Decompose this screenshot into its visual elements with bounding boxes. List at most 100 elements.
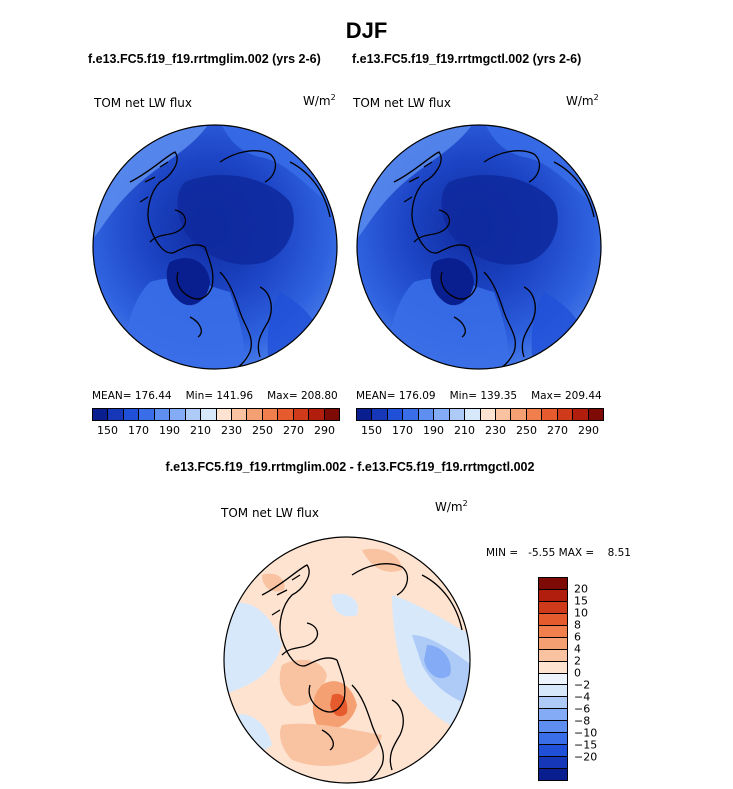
colorbar-tick-label: 190 [159,424,180,437]
colorbar-tick-label: −20 [574,750,598,764]
colorbar-swatch [293,409,310,420]
colorbar-tick-label: 15 [574,594,588,608]
colorbar-tick-label: 210 [454,424,475,437]
left-colorbar-ticks: 150 170 190 210 230 250 270 290 [92,424,340,438]
diff-variable-label: TOM net LW flux [221,506,319,520]
colorbar-tick-label: 290 [578,424,599,437]
colorbar-swatch [403,409,419,420]
colorbar-swatch [309,409,325,420]
colorbar-swatch [539,757,567,769]
colorbar-tick-label: 170 [128,424,149,437]
colorbar-tick-label: 270 [547,424,568,437]
colorbar-tick-label: −6 [574,702,591,716]
colorbar-swatch [539,589,567,602]
colorbar-swatch [170,409,186,420]
colorbar-swatch [185,409,202,420]
colorbar-swatch [539,578,567,590]
diff-panel-title: f.e13.FC5.f19_f19.rrtmglim.002 - f.e13.F… [165,460,535,474]
colorbar-swatch [539,661,567,674]
right-stats: MEAN= 176.09 Min= 139.35 Max= 209.44 [356,390,602,402]
colorbar-swatch [539,709,567,722]
colorbar-tick-label: −2 [574,678,591,692]
diff-colorbar-ticks: 20 15 10 8 6 4 2 0 −2 −4 −6 −8 −10 −15 −20 [574,577,614,781]
colorbar-swatch [573,409,589,420]
colorbar-tick-label: 6 [574,630,581,644]
colorbar-swatch [278,409,294,420]
diff-colorbar [538,577,568,781]
colorbar-swatch [434,409,450,420]
colorbar-swatch [139,409,155,420]
left-stats: MEAN= 176.44 Min= 141.96 Max= 208.80 [92,390,338,402]
colorbar-tick-label: −15 [574,738,598,752]
colorbar-tick-label: −10 [574,726,598,740]
right-units-label: W/m2 [566,93,599,108]
colorbar-tick-label: 290 [314,424,335,437]
colorbar-swatch [449,409,466,420]
colorbar-tick-label: 190 [423,424,444,437]
colorbar-swatch [588,409,603,420]
colorbar-swatch [539,637,567,650]
colorbar-swatch [418,409,435,420]
right-polar-map [356,124,602,370]
season-title: DJF [345,18,388,43]
colorbar-tick-label: 230 [221,424,242,437]
colorbar-tick-label: 2 [574,654,581,668]
colorbar-swatch [262,409,279,420]
colorbar-tick-label: 8 [574,618,581,632]
colorbar-tick-label: 150 [97,424,118,437]
colorbar-swatch [539,697,567,710]
colorbar-swatch [526,409,543,420]
colorbar-tick-label: 230 [485,424,506,437]
colorbar-tick-label: 270 [283,424,304,437]
colorbar-swatch [542,409,558,420]
colorbar-tick-label: 0 [574,666,581,680]
colorbar-swatch [557,409,574,420]
colorbar-swatch [539,649,567,662]
colorbar-tick-label: 210 [190,424,211,437]
colorbar-swatch [387,409,404,420]
right-variable-label: TOM net LW flux [353,96,451,110]
left-variable-label: TOM net LW flux [94,96,192,110]
right-panel-title: f.e13.FC5.f19_f19.rrtmgctl.002 (yrs 2-6) [352,52,582,66]
left-polar-map [92,124,338,370]
colorbar-swatch [372,409,388,420]
left-colorbar [92,408,340,421]
colorbar-tick-label: 250 [516,424,537,437]
colorbar-swatch [480,409,496,420]
colorbar-swatch [216,409,232,420]
colorbar-swatch [93,409,109,420]
colorbar-tick-label: −4 [574,690,591,704]
colorbar-swatch [495,409,512,420]
colorbar-swatch [154,409,171,420]
right-colorbar [356,408,604,421]
left-coastlines [129,150,331,369]
colorbar-tick-label: 170 [392,424,413,437]
colorbar-swatch [539,673,567,686]
diff-units-label: W/m2 [435,499,468,514]
diff-coastlines [261,563,463,783]
colorbar-swatch [324,409,339,420]
colorbar-swatch [511,409,527,420]
colorbar-swatch [539,601,567,614]
colorbar-swatch [465,409,481,420]
colorbar-tick-label: 250 [252,424,273,437]
colorbar-swatch [247,409,263,420]
diff-polar-map [223,536,471,784]
colorbar-swatch [123,409,140,420]
colorbar-swatch [539,745,567,758]
colorbar-tick-label: 20 [574,582,588,596]
colorbar-swatch [231,409,248,420]
colorbar-swatch [539,685,567,698]
colorbar-swatch [539,733,567,746]
left-panel-title: f.e13.FC5.f19_f19.rrtmglim.002 (yrs 2-6) [88,52,321,66]
left-units-label: W/m2 [303,93,336,108]
colorbar-tick-label: −8 [574,714,591,728]
colorbar-swatch [539,769,567,780]
colorbar-tick-label: 4 [574,642,581,656]
colorbar-swatch [201,409,217,420]
colorbar-swatch [108,409,124,420]
diff-minmax: MIN = -5.55 MAX = 8.51 [486,547,631,559]
right-colorbar-ticks: 150 170 190 210 230 250 270 290 [356,424,604,438]
colorbar-swatch [357,409,373,420]
colorbar-swatch [539,721,567,734]
